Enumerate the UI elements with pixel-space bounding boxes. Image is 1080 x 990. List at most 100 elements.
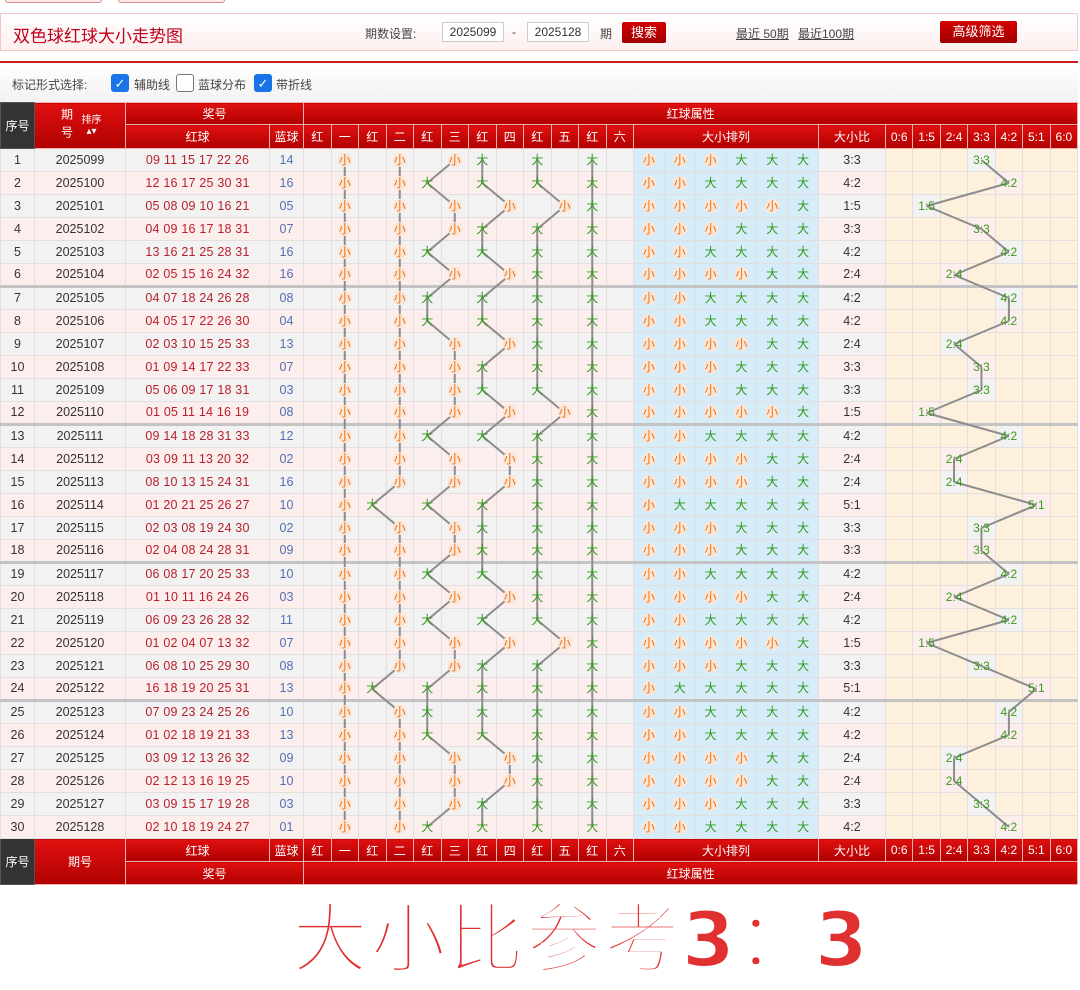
big-mark: 大: [586, 773, 599, 788]
polyline-checkbox[interactable]: ✓: [254, 74, 272, 92]
ratio-cell: [1022, 562, 1051, 586]
ratio-cell: [1022, 539, 1051, 564]
recent-50-link[interactable]: 最近 50期: [736, 27, 789, 41]
position-cell: 大: [578, 562, 607, 586]
position-cell: 大: [578, 815, 607, 839]
table-row: 28 2025126 02 12 13 16 19 25 10 小小小小大大小小小小大大…: [0, 769, 1079, 793]
big-mark: 大: [586, 705, 599, 719]
big-mark: 大: [531, 819, 544, 834]
ratio-cell: 1:5: [912, 631, 941, 655]
arrangement-cell: 大: [725, 700, 758, 724]
position-cell: [358, 562, 387, 586]
row-blue-ball: 11: [268, 608, 305, 632]
table-row: 6 2025104 02 05 15 16 24 32 16 小小小小大大小小小小大大 2…: [0, 263, 1079, 288]
col-position: 三: [440, 838, 470, 862]
small-mark: 小: [337, 429, 352, 443]
position-cell: 小: [550, 194, 580, 218]
ratio-cell: 4:2: [994, 815, 1024, 839]
small-mark: 小: [557, 635, 572, 650]
big-mark: 大: [586, 567, 599, 581]
arrangement-cell: 大: [694, 562, 727, 586]
row-period: 2025116: [34, 539, 126, 564]
ratio-cell: [1022, 217, 1051, 241]
small-mark: 小: [392, 405, 407, 419]
ratio-cell: [1049, 240, 1079, 264]
ratio-cell: [1022, 263, 1051, 288]
arrangement-cell: 小: [633, 401, 665, 426]
small-mark: 小: [641, 244, 656, 259]
row-blue-ball: 07: [268, 631, 305, 655]
top-tab-button[interactable]: [5, 0, 102, 3]
big-mark: 大: [531, 681, 544, 695]
big-mark: 大: [766, 773, 779, 788]
small-mark: 小: [703, 589, 718, 604]
ratio-mark: 1:5: [918, 198, 935, 213]
sort-button[interactable]: 排序 ▴▾: [82, 115, 102, 137]
big-mark: 大: [766, 543, 779, 557]
small-mark: 小: [337, 635, 352, 650]
position-cell: [605, 470, 635, 494]
ratio-cell: [1049, 608, 1079, 632]
ratio-cell: [1049, 654, 1079, 678]
row-blue-ball: 13: [268, 332, 305, 356]
position-cell: [495, 608, 525, 632]
ratio-cell: [939, 562, 969, 586]
end-period-input[interactable]: 2025128: [527, 22, 589, 42]
arrangement-cell: 小: [694, 217, 727, 241]
col-ratio-option: 6:0: [1049, 838, 1079, 862]
ratio-cell: [912, 447, 941, 471]
position-cell: [495, 378, 525, 402]
arrangement-cell: 小: [663, 309, 696, 333]
col-arrangement: 大小排列: [633, 838, 819, 862]
small-mark: 小: [672, 543, 687, 557]
ratio-cell: [939, 654, 969, 678]
row-ratio: 4:2: [817, 815, 886, 839]
position-cell: 大: [578, 332, 607, 356]
big-mark: 大: [531, 612, 544, 627]
small-mark: 小: [672, 589, 687, 604]
col-position: 红: [303, 838, 332, 862]
position-cell: [550, 493, 580, 517]
ratio-cell: [994, 493, 1024, 517]
big-mark: 大: [531, 796, 544, 811]
ratio-cell: [967, 608, 996, 632]
arrangement-cell: 大: [787, 240, 819, 264]
arrangement-cell: 大: [787, 723, 819, 747]
position-cell: [468, 470, 497, 494]
recent-100-link[interactable]: 最近100期: [798, 27, 855, 41]
position-cell: 大: [523, 677, 552, 702]
arrangement-cell: 大: [756, 539, 789, 564]
ratio-cell: [884, 792, 914, 816]
position-cell: 小: [440, 401, 470, 426]
position-cell: [358, 148, 387, 172]
start-period-input[interactable]: 2025099: [442, 22, 504, 42]
position-cell: [605, 355, 635, 379]
search-button[interactable]: 搜索: [622, 22, 666, 43]
row-blue-ball: 12: [268, 424, 305, 448]
ratio-cell: [912, 723, 941, 747]
arrangement-cell: 大: [756, 171, 789, 195]
top-tab-button[interactable]: [118, 0, 225, 3]
position-cell: 小: [440, 194, 470, 218]
arrangement-cell: 大: [756, 148, 789, 172]
row-period: 2025110: [34, 401, 126, 426]
big-mark: 大: [531, 152, 544, 167]
arrangement-cell: 大: [787, 424, 819, 448]
position-cell: [440, 493, 470, 517]
ratio-cell: [939, 493, 969, 517]
position-cell: 小: [385, 447, 415, 471]
blue-distribution-checkbox[interactable]: [176, 74, 194, 92]
position-cell: [605, 792, 635, 816]
small-mark: 小: [734, 750, 749, 765]
big-mark: 大: [586, 244, 599, 259]
position-cell: [495, 516, 525, 540]
position-cell: 大: [413, 424, 442, 448]
ratio-cell: [1049, 355, 1079, 379]
position-cell: 大: [413, 700, 442, 724]
big-mark: 大: [766, 267, 779, 281]
aux-line-checkbox[interactable]: ✓: [111, 74, 129, 92]
row-ratio: 4:2: [817, 240, 886, 264]
position-cell: [413, 355, 442, 379]
advanced-filter-button[interactable]: 高级筛选: [940, 21, 1017, 43]
ratio-cell: 4:2: [994, 700, 1024, 724]
